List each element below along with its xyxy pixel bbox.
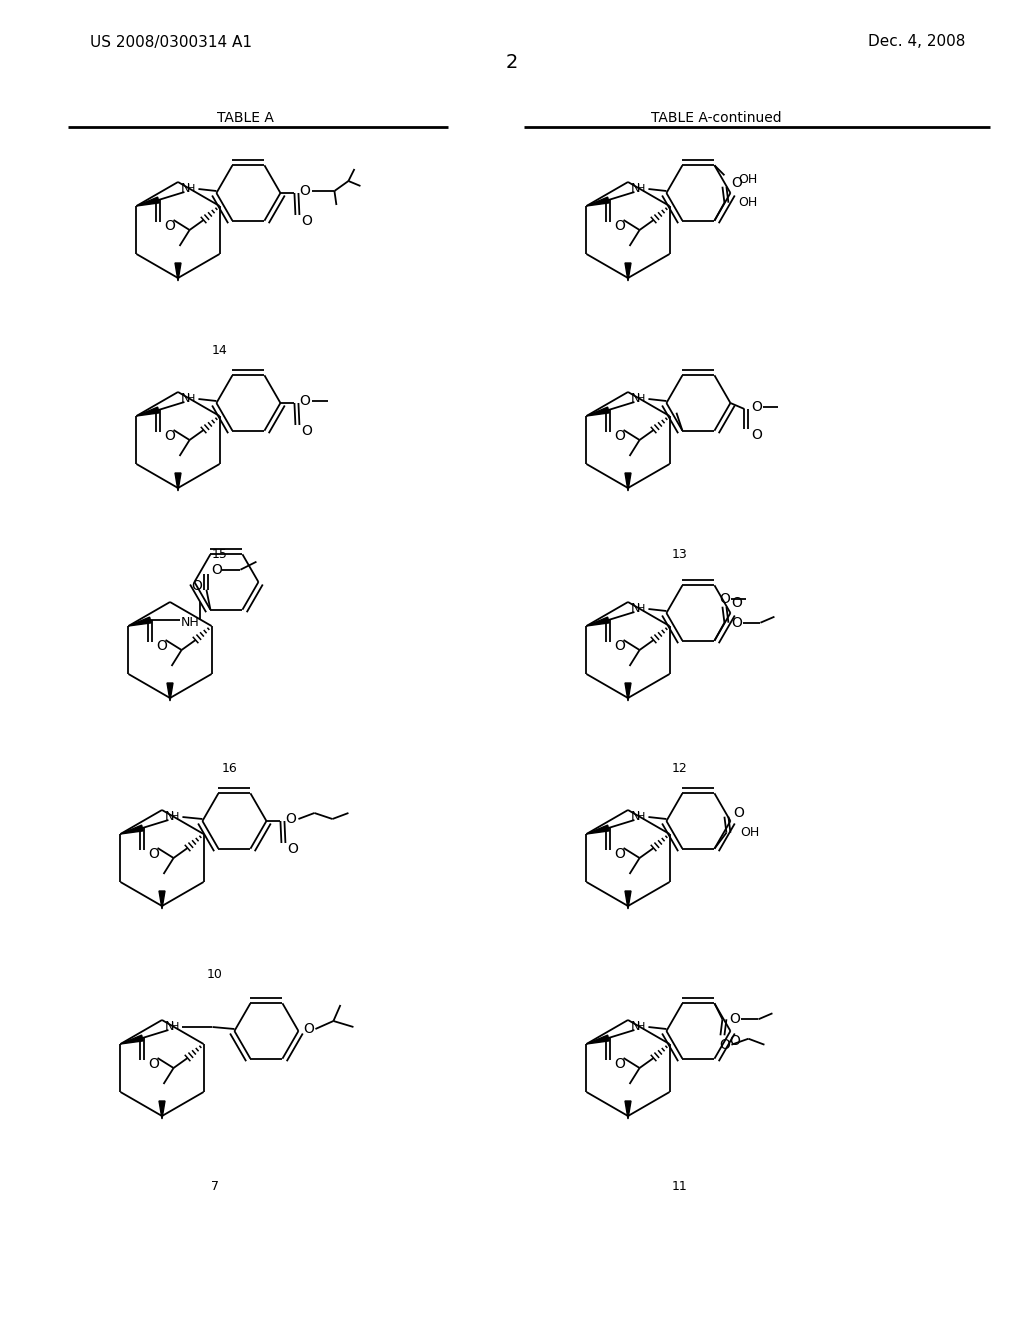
Text: H: H	[637, 1022, 645, 1032]
Text: N: N	[165, 1020, 174, 1034]
Polygon shape	[625, 891, 631, 909]
Text: N: N	[631, 1020, 640, 1034]
Polygon shape	[175, 473, 181, 491]
Text: TABLE A-continued: TABLE A-continued	[650, 111, 781, 125]
Text: O: O	[751, 400, 762, 414]
Polygon shape	[121, 1035, 143, 1044]
Text: O: O	[614, 429, 625, 444]
Text: O: O	[164, 219, 175, 234]
Text: H: H	[171, 1022, 179, 1032]
Text: O: O	[285, 812, 296, 826]
Polygon shape	[136, 407, 159, 416]
Text: O: O	[731, 615, 741, 630]
Text: H: H	[637, 605, 645, 614]
Text: OH: OH	[740, 826, 760, 840]
Polygon shape	[587, 1035, 609, 1044]
Text: 7: 7	[211, 1180, 219, 1192]
Text: O: O	[301, 214, 312, 228]
Text: 10: 10	[207, 969, 223, 982]
Text: O: O	[729, 1012, 740, 1026]
Polygon shape	[587, 618, 609, 626]
Text: OH: OH	[738, 197, 758, 209]
Polygon shape	[167, 682, 173, 701]
Text: O: O	[729, 1035, 740, 1048]
Text: O: O	[614, 847, 625, 861]
Text: N: N	[631, 182, 640, 195]
Text: 2: 2	[506, 53, 518, 71]
Text: 16: 16	[222, 762, 238, 775]
Text: TABLE A: TABLE A	[216, 111, 273, 125]
Text: H: H	[637, 183, 645, 194]
Polygon shape	[625, 263, 631, 281]
Text: O: O	[301, 424, 312, 438]
Polygon shape	[136, 197, 159, 206]
Polygon shape	[121, 825, 143, 834]
Text: H: H	[171, 812, 179, 822]
Text: US 2008/0300314 A1: US 2008/0300314 A1	[90, 34, 252, 49]
Text: H: H	[187, 183, 196, 194]
Text: O: O	[303, 1022, 314, 1036]
Text: O: O	[751, 428, 762, 442]
Polygon shape	[587, 407, 609, 416]
Text: H: H	[637, 393, 645, 404]
Polygon shape	[128, 618, 152, 626]
Polygon shape	[625, 473, 631, 491]
Text: O: O	[731, 176, 741, 190]
Text: O: O	[614, 1057, 625, 1071]
Text: O: O	[614, 219, 625, 234]
Text: O: O	[211, 562, 222, 577]
Text: O: O	[731, 595, 741, 610]
Polygon shape	[175, 263, 181, 281]
Text: 15: 15	[212, 549, 228, 561]
Text: NH: NH	[181, 615, 200, 628]
Text: 11: 11	[672, 1180, 688, 1192]
Text: 12: 12	[672, 762, 688, 775]
Text: O: O	[191, 578, 202, 593]
Text: N: N	[181, 392, 190, 405]
Text: O: O	[299, 183, 310, 198]
Text: OH: OH	[738, 173, 758, 186]
Text: 14: 14	[212, 343, 228, 356]
Polygon shape	[587, 197, 609, 206]
Text: N: N	[631, 392, 640, 405]
Text: O: O	[164, 429, 175, 444]
Polygon shape	[159, 1101, 165, 1119]
Text: O: O	[148, 1057, 159, 1071]
Text: O: O	[733, 805, 743, 820]
Polygon shape	[625, 1101, 631, 1119]
Text: H: H	[637, 812, 645, 822]
Polygon shape	[625, 682, 631, 701]
Text: O: O	[719, 1038, 730, 1052]
Text: O: O	[156, 639, 167, 653]
Text: 13: 13	[672, 549, 688, 561]
Text: O: O	[287, 842, 298, 855]
Polygon shape	[587, 825, 609, 834]
Text: N: N	[165, 810, 174, 824]
Text: O: O	[719, 593, 730, 606]
Text: O: O	[614, 639, 625, 653]
Text: N: N	[631, 602, 640, 615]
Text: N: N	[631, 810, 640, 824]
Text: N: N	[181, 182, 190, 195]
Text: H: H	[187, 393, 196, 404]
Text: Dec. 4, 2008: Dec. 4, 2008	[867, 34, 965, 49]
Polygon shape	[159, 891, 165, 909]
Text: O: O	[299, 393, 310, 408]
Text: O: O	[148, 847, 159, 861]
